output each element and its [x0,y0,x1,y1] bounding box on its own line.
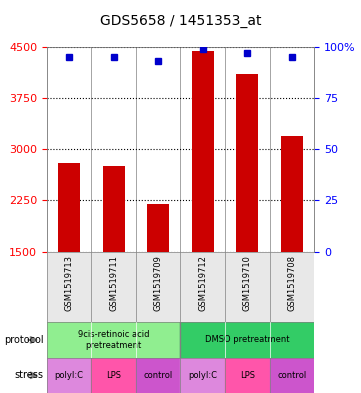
Text: GSM1519712: GSM1519712 [198,255,207,311]
Text: control: control [144,371,173,380]
Text: GSM1519709: GSM1519709 [154,255,163,311]
Text: control: control [277,371,306,380]
Bar [47,358,91,393]
Bar [136,358,180,393]
Bar [103,166,125,252]
Text: LPS: LPS [106,371,121,380]
Text: GSM1519708: GSM1519708 [287,255,296,311]
Bar [270,358,314,393]
Text: 9cis-retinoic acid
pretreatment: 9cis-retinoic acid pretreatment [78,330,149,350]
Text: LPS: LPS [240,371,255,380]
Bar [225,358,270,393]
Text: GSM1519713: GSM1519713 [65,255,74,311]
Bar [280,136,303,252]
Text: stress: stress [14,370,43,380]
Bar [192,51,214,252]
Text: GDS5658 / 1451353_at: GDS5658 / 1451353_at [100,14,261,28]
Text: polyI:C: polyI:C [55,371,84,380]
Bar [180,322,314,358]
Text: DMSO pretreatment: DMSO pretreatment [205,336,290,344]
Text: GSM1519710: GSM1519710 [243,255,252,311]
Bar [47,322,180,358]
Text: protocol: protocol [4,335,43,345]
Bar [91,358,136,393]
Bar [147,204,169,252]
Bar [58,163,80,252]
Text: GSM1519711: GSM1519711 [109,255,118,311]
Text: polyI:C: polyI:C [188,371,217,380]
Bar [236,74,258,252]
Bar [180,358,225,393]
